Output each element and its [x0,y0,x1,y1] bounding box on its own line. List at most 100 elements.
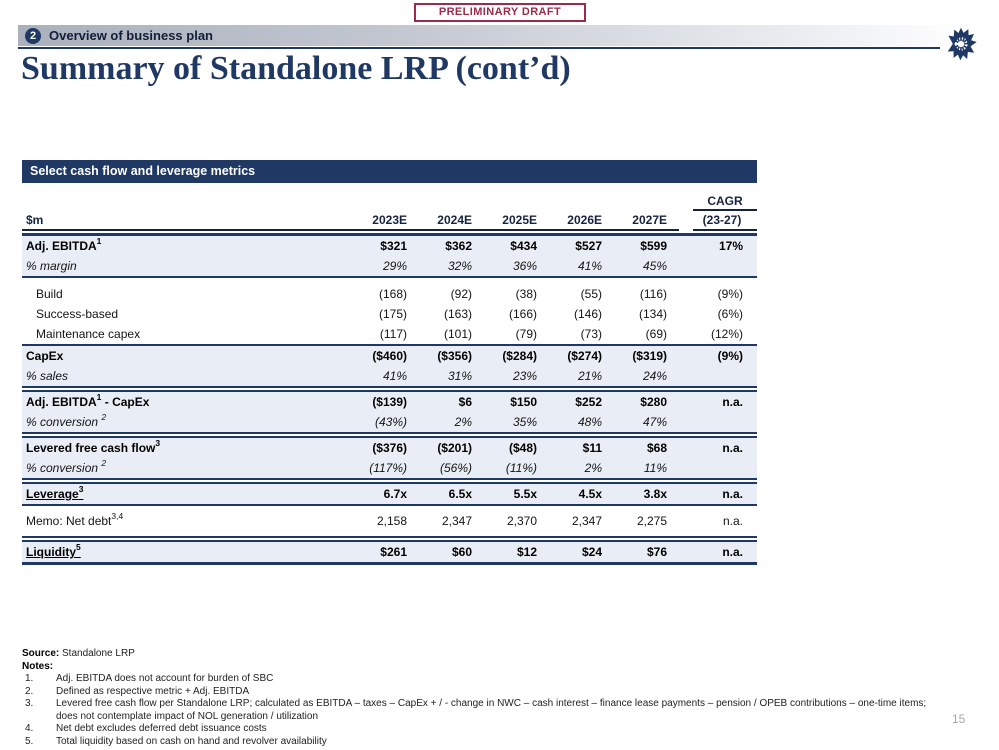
table-section: Memo: Net debt3,4 2,158 2,347 2,370 2,347 2,2… [22,506,757,538]
notes-label: Notes: [22,660,54,672]
value-cell: (79) [515,327,537,341]
value-cell: (38) [515,287,537,301]
logo-starburst-icon [941,24,981,69]
note-number: 2. [25,685,34,697]
section-header-bar: 2 Overview of business plan [18,25,999,46]
row-label: % conversion 2 [26,458,107,475]
value-cell: (117) [379,327,407,341]
value-cell: 2,275 [636,514,667,528]
year-header: 2023E [354,211,419,231]
value-cell: 31% [447,369,472,383]
value-cell: 2,347 [441,514,472,528]
row-label: % margin [26,259,77,273]
value-cell: 2,347 [571,514,602,528]
table-row: Memo: Net debt3,4 2,158 2,347 2,370 2,347 2,2… [22,511,757,531]
value-cell: (92) [450,287,472,301]
note-text: Net debt excludes deferred debt issuance… [56,723,267,734]
unit-label: $m [22,211,354,231]
table-row: Levered free cash flow3 ($376) ($201) ($48)… [22,438,757,458]
value-cell: $60 [451,545,472,559]
value-cell: (73) [580,327,602,341]
cagr-cell [679,366,757,386]
value-cell: 45% [642,259,667,273]
notes-list: 1. Adj. EBITDA does not account for burde… [22,673,940,748]
value-cell: ($274) [567,349,602,363]
value-cell: 2,370 [506,514,537,528]
value-cell: $527 [575,239,602,253]
table-row: % sales 41% 31% 23% 21% 24% [22,366,757,386]
note-text: Adj. EBITDA does not account for burden … [56,673,274,684]
table-row: Adj. EBITDA1 $321 $362 $434 $527 $599 17% [22,236,757,256]
cagr-cell: n.a. [722,545,743,559]
table-row: Build (168) (92) (38) (55) (116) (9%) [22,284,757,304]
value-cell: $11 [582,441,602,455]
row-label: % conversion 2 [26,412,107,429]
value-cell: 41% [382,369,407,383]
value-cell: $599 [640,239,667,253]
value-cell: $24 [581,545,602,559]
value-cell: 35% [512,415,537,429]
value-cell: (134) [638,307,667,321]
value-cell: 3.8x [643,487,667,501]
row-label: Liquidity5 [26,542,81,559]
cagr-cell [679,412,757,432]
value-cell: (43%) [374,415,407,429]
value-cell: $76 [646,545,667,559]
note-item: 2. Defined as respective metric + Adj. EB… [22,686,940,699]
value-cell: (55) [580,287,602,301]
value-cell: $68 [646,441,667,455]
cagr-cell: (9%) [717,287,743,301]
row-label: Adj. EBITDA1 - CapEx [26,392,150,409]
cagr-cell: (6%) [717,307,743,321]
note-text: Total liquidity based on cash on hand an… [56,735,327,747]
value-cell: (166) [508,307,537,321]
value-cell: ($48) [508,441,537,455]
value-cell: (101) [443,327,472,341]
value-cell: (175) [378,307,407,321]
cagr-header: CAGR [693,193,757,211]
row-label: Adj. EBITDA1 [26,236,102,253]
table-section: Build (168) (92) (38) (55) (116) (9%) Success-b… [22,278,757,346]
value-cell: (168) [378,287,407,301]
note-number: 4. [25,723,34,734]
source-line: Source: Standalone LRP [22,648,135,659]
value-cell: $434 [510,239,537,253]
value-cell: $12 [516,545,537,559]
table-section: Adj. EBITDA1 - CapEx ($139) $6 $150 $252 $280… [22,390,757,434]
cagr-cell [679,256,757,276]
year-header: 2024E [419,211,484,231]
note-number: 5. [25,735,34,747]
table-section: Adj. EBITDA1 $321 $362 $434 $527 $599 17% % mar… [22,236,757,278]
value-cell: (117%) [369,461,407,475]
value-cell: (163) [443,307,472,321]
value-cell: ($460) [372,349,407,363]
value-cell: ($356) [437,349,472,363]
page-title: Summary of Standalone LRP (cont’d) [21,50,571,87]
value-cell: 2% [584,461,602,475]
value-cell: $150 [510,395,537,409]
value-cell: 4.5x [578,487,602,501]
value-cell: (56%) [439,461,472,475]
value-cell: (69) [645,327,667,341]
table-row: Liquidity5 $261 $60 $12 $24 $76 n.a. [22,542,757,562]
row-label: Maintenance capex [36,327,141,341]
table-row: Leverage3 6.7x 6.5x 5.5x 4.5x 3.8x n.a. [22,484,757,504]
note-item: 3. Levered free cash flow per Standalone … [22,698,940,723]
note-item: 1. Adj. EBITDA does not account for burde… [22,673,940,686]
table-header-row: $m 2023E 2024E 2025E 2026E 2027E (23-27) [22,211,757,231]
table-row: CapEx ($460) ($356) ($284) ($274) ($319) (9%) [22,346,757,366]
note-item: 4. Net debt excludes deferred debt issuan… [22,723,940,736]
note-number: 3. [25,698,34,709]
value-cell: ($376) [372,441,407,455]
note-item: 5. Total liquidity based on cash on hand … [22,736,940,749]
table-row: % conversion 2 (43%) 2% 35% 48% 47% [22,412,757,432]
cagr-cell: (9%) [717,349,743,363]
section-title: Overview of business plan [49,28,213,43]
header-separator-line [22,233,757,236]
value-cell: 48% [577,415,602,429]
table-row: Adj. EBITDA1 - CapEx ($139) $6 $150 $252 $280… [22,392,757,412]
table-section: Leverage3 6.7x 6.5x 5.5x 4.5x 3.8x n.a. [22,482,757,506]
value-cell: 2,158 [376,514,407,528]
cagr-cell: 17% [718,239,743,253]
value-cell: $280 [640,395,667,409]
